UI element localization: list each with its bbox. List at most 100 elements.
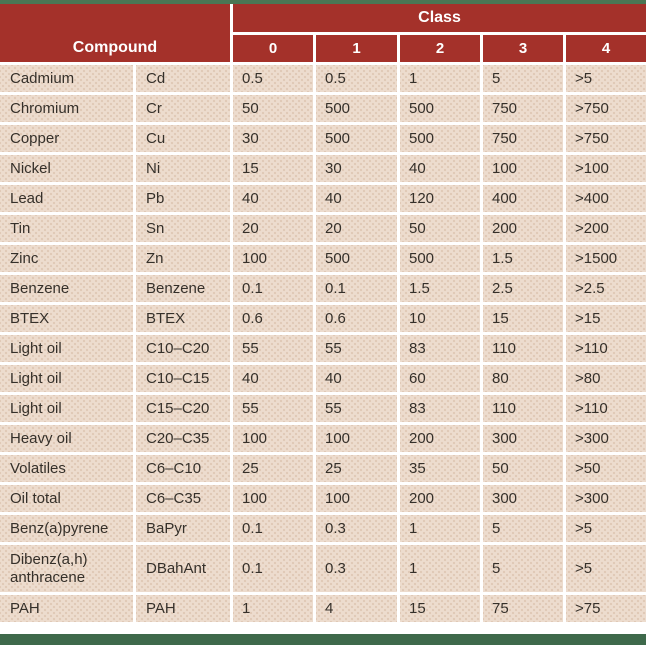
class-0-value-cell: 0.6 (233, 305, 313, 332)
class-4-value-cell: >750 (566, 125, 646, 152)
class-0-value-cell: 55 (233, 335, 313, 362)
class-3-value-cell: 300 (483, 485, 563, 512)
table-row: Copper Cu 30 500 500 750 >750 (0, 125, 646, 152)
table-row: Oil total C6–C35 100 100 200 300 >300 (0, 485, 646, 512)
class-4-value-cell: >1500 (566, 245, 646, 272)
class-header-label: Class (418, 9, 461, 26)
compound-name-cell: Dibenz(a,h) anthracene (0, 545, 133, 592)
class-level-header-4: 4 (566, 35, 646, 62)
table-row: Benz(a)pyrene BaPyr 0.1 0.3 1 5 >5 (0, 515, 646, 542)
compound-symbol-cell: C10–C15 (136, 365, 230, 392)
class-0-value-cell: 55 (233, 395, 313, 422)
class-4-value-cell: >50 (566, 455, 646, 482)
compound-symbol-cell: Cu (136, 125, 230, 152)
class-3-value-cell: 5 (483, 515, 563, 542)
class-level-header-0: 0 (233, 35, 313, 62)
class-0-value-cell: 0.5 (233, 65, 313, 92)
class-1-value-cell: 0.5 (316, 65, 397, 92)
class-4-value-cell: >200 (566, 215, 646, 242)
class-3-value-cell: 5 (483, 65, 563, 92)
compound-symbol-cell: Sn (136, 215, 230, 242)
compound-name-cell: Light oil (0, 395, 133, 422)
top-green-strip (0, 0, 646, 4)
compound-name-cell: Chromium (0, 95, 133, 122)
compound-name-cell: Tin (0, 215, 133, 242)
class-4-value-cell: >300 (566, 485, 646, 512)
table-row: Volatiles C6–C10 25 25 35 50 >50 (0, 455, 646, 482)
compound-symbol-cell: C20–C35 (136, 425, 230, 452)
class-4-value-cell: >75 (566, 595, 646, 622)
class-1-value-cell: 100 (316, 485, 397, 512)
compound-symbol-cell: C6–C35 (136, 485, 230, 512)
class-2-value-cell: 1 (400, 545, 480, 592)
table-row: BTEX BTEX 0.6 0.6 10 15 >15 (0, 305, 646, 332)
class-4-value-cell: >400 (566, 185, 646, 212)
table-row: Nickel Ni 15 30 40 100 >100 (0, 155, 646, 182)
compound-header-label: Compound (72, 39, 158, 56)
class-3-value-cell: 80 (483, 365, 563, 392)
class-4-value-cell: >750 (566, 95, 646, 122)
bottom-green-strip (0, 634, 646, 645)
compound-symbol-cell: Cr (136, 95, 230, 122)
class-0-value-cell: 50 (233, 95, 313, 122)
class-1-value-cell: 100 (316, 425, 397, 452)
compound-name-cell: Benzene (0, 275, 133, 302)
compound-name-cell: Copper (0, 125, 133, 152)
compound-name-cell: Cadmium (0, 65, 133, 92)
class-0-value-cell: 0.1 (233, 275, 313, 302)
compound-name-cell: Oil total (0, 485, 133, 512)
compound-symbol-cell: BTEX (136, 305, 230, 332)
table-row: Light oil C10–C20 55 55 83 110 >110 (0, 335, 646, 362)
class-level-header-3: 3 (483, 35, 563, 62)
class-level-header-2: 2 (400, 35, 480, 62)
table-row: Heavy oil C20–C35 100 100 200 300 >300 (0, 425, 646, 452)
compound-name-cell: Zinc (0, 245, 133, 272)
class-2-value-cell: 10 (400, 305, 480, 332)
table-body: Cadmium Cd 0.5 0.5 1 5 >5 Chromium Cr 50… (0, 65, 646, 622)
compound-name-cell: Light oil (0, 365, 133, 392)
compound-symbol-cell: DBahAnt (136, 545, 230, 592)
class-3-value-cell: 2.5 (483, 275, 563, 302)
compound-name-cell: Light oil (0, 335, 133, 362)
compound-name-cell: Lead (0, 185, 133, 212)
class-level-header-1: 1 (316, 35, 397, 62)
class-0-value-cell: 15 (233, 155, 313, 182)
class-2-value-cell: 15 (400, 595, 480, 622)
class-3-value-cell: 110 (483, 335, 563, 362)
class-1-value-cell: 0.1 (316, 275, 397, 302)
class-header: Class (233, 4, 646, 32)
class-0-value-cell: 0.1 (233, 515, 313, 542)
compound-symbol-cell: C15–C20 (136, 395, 230, 422)
class-3-value-cell: 300 (483, 425, 563, 452)
compound-symbol-cell: Cd (136, 65, 230, 92)
table-header: Compound Class 0 1 2 3 4 (0, 4, 646, 62)
class-1-value-cell: 40 (316, 185, 397, 212)
table-row: PAH PAH 1 4 15 75 >75 (0, 595, 646, 622)
class-4-value-cell: >100 (566, 155, 646, 182)
class-1-value-cell: 55 (316, 395, 397, 422)
class-3-value-cell: 100 (483, 155, 563, 182)
table-row: Light oil C15–C20 55 55 83 110 >110 (0, 395, 646, 422)
compound-symbol-cell: C10–C20 (136, 335, 230, 362)
table-row: Dibenz(a,h) anthracene DBahAnt 0.1 0.3 1… (0, 545, 646, 592)
class-3-value-cell: 110 (483, 395, 563, 422)
class-0-value-cell: 20 (233, 215, 313, 242)
table-row: Chromium Cr 50 500 500 750 >750 (0, 95, 646, 122)
class-0-value-cell: 25 (233, 455, 313, 482)
class-4-value-cell: >2.5 (566, 275, 646, 302)
compound-symbol-cell: Benzene (136, 275, 230, 302)
class-1-value-cell: 55 (316, 335, 397, 362)
class-3-value-cell: 1.5 (483, 245, 563, 272)
class-2-value-cell: 500 (400, 125, 480, 152)
class-1-value-cell: 0.6 (316, 305, 397, 332)
class-2-value-cell: 500 (400, 245, 480, 272)
table-row: Zinc Zn 100 500 500 1.5 >1500 (0, 245, 646, 272)
class-2-value-cell: 35 (400, 455, 480, 482)
compound-symbol-cell: Pb (136, 185, 230, 212)
table-row: Lead Pb 40 40 120 400 >400 (0, 185, 646, 212)
class-1-value-cell: 4 (316, 595, 397, 622)
class-3-value-cell: 5 (483, 545, 563, 592)
class-0-value-cell: 30 (233, 125, 313, 152)
class-3-value-cell: 200 (483, 215, 563, 242)
compound-symbol-cell: Zn (136, 245, 230, 272)
